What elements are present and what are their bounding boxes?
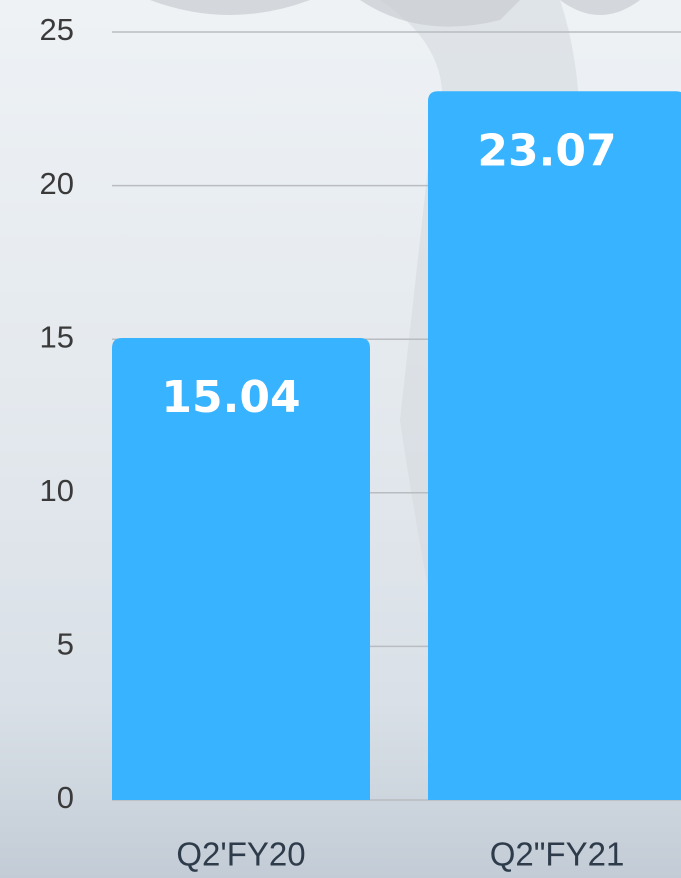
y-tick-label: 20 <box>40 166 74 201</box>
y-tick-label: 10 <box>40 473 74 508</box>
y-tick-label: 5 <box>57 627 74 662</box>
value-label: 23.07 <box>477 125 616 176</box>
value-label: 15.04 <box>161 372 300 423</box>
x-tick-label: Q2"FY21 <box>490 836 625 873</box>
page: {"chart_data": {"type": "bar", "categori… <box>0 0 681 878</box>
bar <box>428 91 681 800</box>
y-tick-label: 0 <box>57 780 74 815</box>
y-tick-label: 25 <box>40 12 74 47</box>
chart: 0 5 10 15 20 25 15.04 Q2'FY20 23.07 Q2"FY21 <box>0 0 681 878</box>
x-tick-label: Q2'FY20 <box>176 836 305 873</box>
y-tick-label: 15 <box>40 319 74 354</box>
